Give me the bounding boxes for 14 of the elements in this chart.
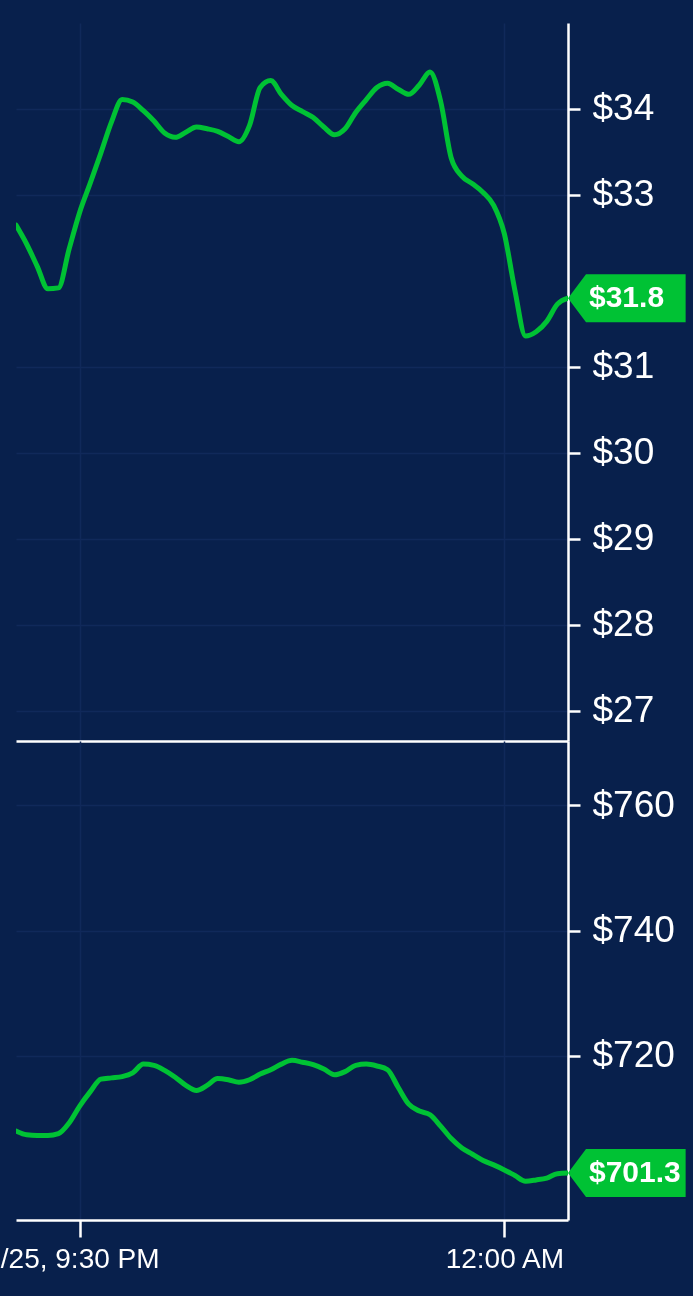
- y-tick-label: $31: [592, 345, 655, 387]
- y-tick-label: $740: [592, 909, 675, 951]
- y-tick-label: $29: [592, 517, 655, 559]
- data-label: $701.3: [589, 1155, 681, 1189]
- y-tick-label: $28: [592, 603, 655, 645]
- x-tick-label: /25, 9:30 PM: [0, 1242, 160, 1274]
- x-tick-label: 12:00 AM: [445, 1242, 564, 1274]
- y-tick-label: $33: [592, 173, 655, 215]
- y-tick-label: $34: [592, 87, 655, 129]
- y-tick-label: $720: [592, 1034, 675, 1076]
- y-tick-label: $30: [592, 431, 655, 473]
- y-tick-label: $27: [592, 689, 655, 731]
- data-label: $31.8: [589, 280, 665, 314]
- y-tick-label: $760: [592, 783, 675, 825]
